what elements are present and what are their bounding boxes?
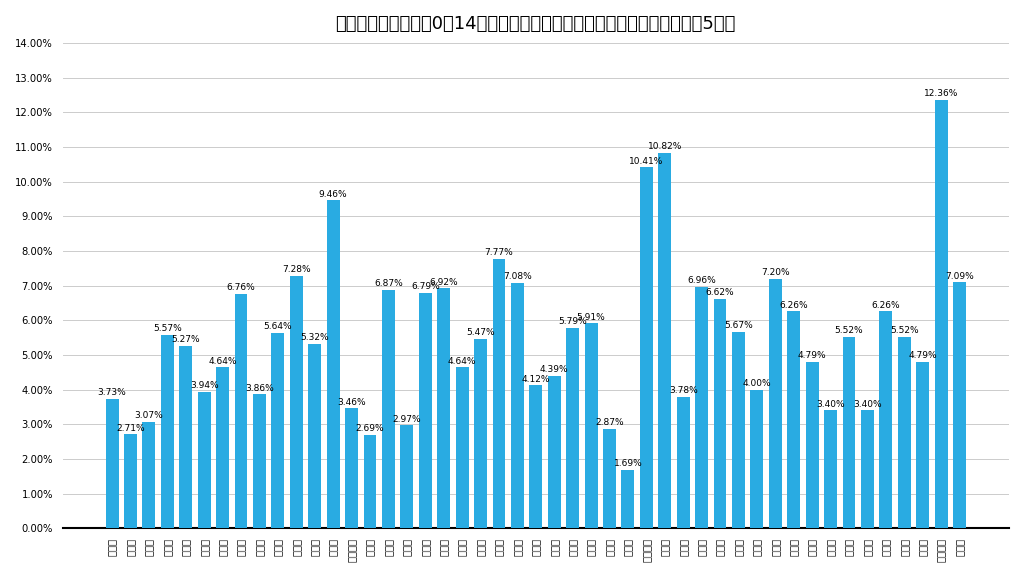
Text: 5.47%: 5.47% <box>466 328 495 337</box>
Bar <box>290 276 303 529</box>
Text: 4.64%: 4.64% <box>208 357 237 366</box>
Text: 5.52%: 5.52% <box>835 326 863 335</box>
Bar <box>935 100 947 529</box>
Text: 6.79%: 6.79% <box>411 282 439 291</box>
Text: 6.76%: 6.76% <box>226 283 255 292</box>
Text: 6.26%: 6.26% <box>871 301 900 309</box>
Title: 医療保険での小児（0〜14歳）の訪問看護利用者割合【都道府県別／令和5年】: 医療保険での小児（0〜14歳）の訪問看護利用者割合【都道府県別／令和5年】 <box>336 15 736 33</box>
Text: 3.94%: 3.94% <box>189 381 218 390</box>
Text: 7.20%: 7.20% <box>761 268 790 277</box>
Bar <box>142 422 156 529</box>
Bar <box>566 328 580 529</box>
Bar <box>585 323 598 529</box>
Bar <box>327 200 340 529</box>
Bar <box>382 290 395 529</box>
Bar <box>695 287 708 529</box>
Text: 5.67%: 5.67% <box>724 321 753 330</box>
Text: 6.96%: 6.96% <box>687 276 716 285</box>
Bar <box>234 294 248 529</box>
Bar <box>364 435 377 529</box>
Bar <box>658 153 671 529</box>
Text: 6.87%: 6.87% <box>374 279 402 288</box>
Bar <box>843 337 855 529</box>
Bar <box>271 333 285 529</box>
Bar <box>953 283 966 529</box>
Bar <box>105 399 119 529</box>
Bar <box>161 335 174 529</box>
Bar <box>124 434 137 529</box>
Bar <box>622 470 634 529</box>
Bar <box>511 283 524 529</box>
Text: 4.64%: 4.64% <box>447 357 476 366</box>
Bar <box>474 339 487 529</box>
Bar <box>880 311 892 529</box>
Text: 4.39%: 4.39% <box>540 365 568 374</box>
Bar <box>769 279 781 529</box>
Text: 7.28%: 7.28% <box>282 265 310 274</box>
Text: 3.07%: 3.07% <box>134 411 163 420</box>
Bar <box>493 259 506 529</box>
Text: 1.69%: 1.69% <box>613 459 642 468</box>
Bar <box>603 429 616 529</box>
Text: 2.69%: 2.69% <box>355 424 384 433</box>
Bar <box>198 392 211 529</box>
Text: 5.27%: 5.27% <box>171 335 200 344</box>
Text: 4.79%: 4.79% <box>798 351 826 361</box>
Bar <box>861 410 873 529</box>
Text: 5.64%: 5.64% <box>263 322 292 331</box>
Bar <box>824 410 837 529</box>
Text: 10.82%: 10.82% <box>647 143 682 151</box>
Bar <box>400 425 414 529</box>
Bar <box>437 288 451 529</box>
Bar <box>806 362 818 529</box>
Text: 3.40%: 3.40% <box>816 400 845 409</box>
Text: 5.32%: 5.32% <box>300 333 329 342</box>
Text: 5.79%: 5.79% <box>558 317 587 326</box>
Bar <box>216 368 229 529</box>
Text: 2.71%: 2.71% <box>116 424 144 433</box>
Text: 3.46%: 3.46% <box>337 398 366 407</box>
Text: 7.09%: 7.09% <box>945 272 974 281</box>
Text: 12.36%: 12.36% <box>924 89 958 98</box>
Text: 5.52%: 5.52% <box>890 326 919 335</box>
Bar <box>714 299 726 529</box>
Text: 6.62%: 6.62% <box>706 288 734 297</box>
Text: 6.92%: 6.92% <box>429 278 458 287</box>
Bar <box>529 385 543 529</box>
Bar <box>640 167 652 529</box>
Text: 5.91%: 5.91% <box>577 313 605 321</box>
Text: 2.97%: 2.97% <box>392 414 421 424</box>
Bar <box>308 344 322 529</box>
Text: 4.12%: 4.12% <box>521 374 550 384</box>
Bar <box>751 389 763 529</box>
Text: 4.00%: 4.00% <box>742 379 771 388</box>
Text: 5.57%: 5.57% <box>153 324 181 334</box>
Text: 2.87%: 2.87% <box>595 418 624 427</box>
Text: 3.40%: 3.40% <box>853 400 882 409</box>
Text: 7.08%: 7.08% <box>503 272 531 281</box>
Text: 3.78%: 3.78% <box>669 387 697 395</box>
Bar <box>419 293 432 529</box>
Bar <box>345 409 358 529</box>
Text: 7.77%: 7.77% <box>484 248 513 257</box>
Bar <box>732 332 744 529</box>
Bar <box>179 346 193 529</box>
Text: 6.26%: 6.26% <box>779 301 808 309</box>
Text: 3.73%: 3.73% <box>97 388 126 397</box>
Bar <box>253 395 266 529</box>
Text: 9.46%: 9.46% <box>318 190 347 198</box>
Bar <box>677 397 689 529</box>
Bar <box>787 311 800 529</box>
Text: 4.79%: 4.79% <box>908 351 937 361</box>
Bar <box>898 337 910 529</box>
Bar <box>456 368 469 529</box>
Text: 3.86%: 3.86% <box>245 384 273 393</box>
Bar <box>916 362 929 529</box>
Bar <box>548 376 561 529</box>
Text: 10.41%: 10.41% <box>629 156 664 166</box>
